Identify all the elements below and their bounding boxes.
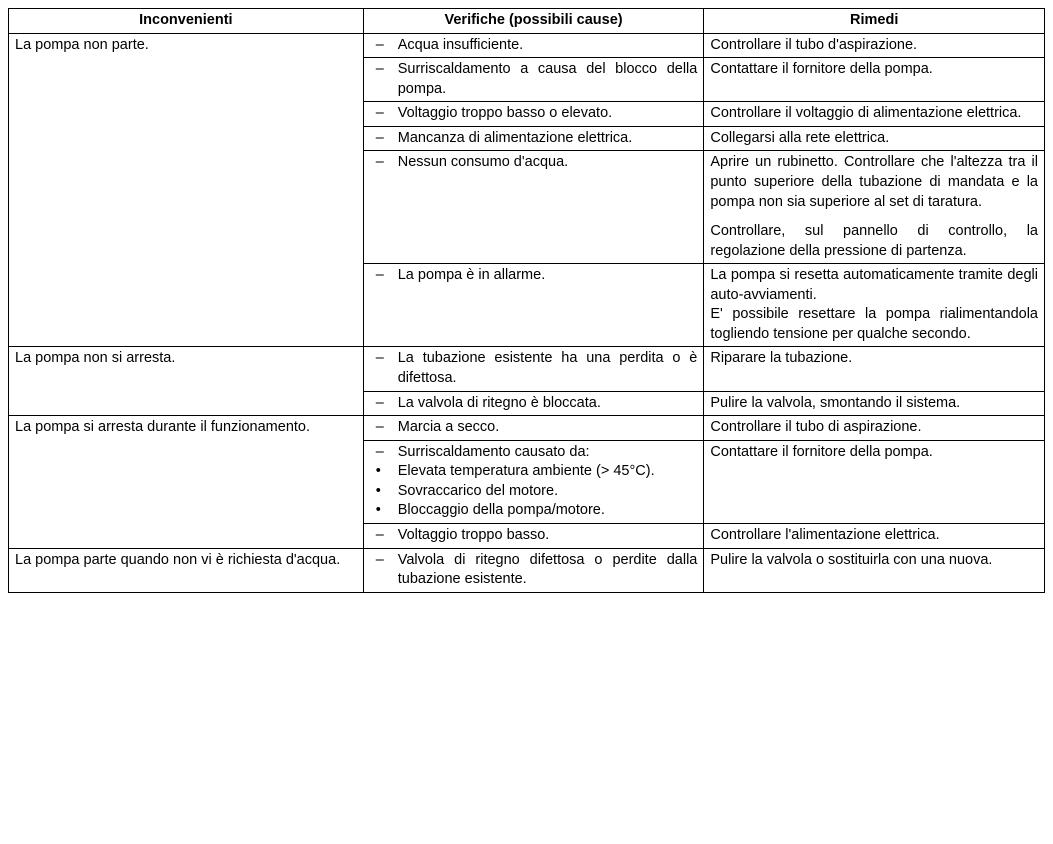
bullet-text: Elevata temperatura ambiente (> 45°C).: [398, 462, 655, 482]
remedy-cell: Aprire un rubinetto. Controllare che l'a…: [704, 151, 1045, 264]
troubleshooting-table: Inconvenienti Verifiche (possibili cause…: [8, 8, 1045, 593]
cause-cell: –Mancanza di alimentazione elettrica.: [363, 126, 704, 151]
remedy-cell: Riparare la tubazione.: [704, 347, 1045, 391]
problem-cell: La pompa si arresta durante il funzionam…: [9, 416, 364, 548]
cause-text: Voltaggio troppo basso o elevato.: [398, 104, 698, 124]
problem-text: La pompa parte quando non vi è richiesta…: [15, 552, 340, 568]
cause-cell: –Voltaggio troppo basso.: [363, 523, 704, 548]
remedy-text: Collegarsi alla rete elettrica.: [710, 130, 889, 146]
remedy-text: La pompa si resetta automaticamente tram…: [710, 266, 1038, 305]
table-row: La pompa non parte. –Acqua insufficiente…: [9, 33, 1045, 58]
dash-icon: –: [370, 60, 398, 80]
cause-text: Mancanza di alimentazione elettrica.: [398, 129, 698, 149]
cause-cell: –La valvola di ritegno è bloccata.: [363, 391, 704, 416]
remedy-text: Controllare, sul pannello di controllo, …: [710, 222, 1038, 261]
dash-icon: –: [370, 129, 398, 149]
remedy-cell: Controllare il tubo d'aspirazione.: [704, 33, 1045, 58]
cause-text: La pompa è in allarme.: [398, 266, 698, 286]
problem-cell: La pompa non parte.: [9, 33, 364, 347]
remedy-cell: Contattare il fornitore della pompa.: [704, 440, 1045, 523]
cause-cell: –Voltaggio troppo basso o elevato.: [363, 102, 704, 127]
dash-icon: –: [370, 443, 398, 463]
remedy-text: Controllare l'alimentazione elettrica.: [710, 527, 939, 543]
bullet-text: Bloccaggio della pompa/motore.: [398, 501, 605, 521]
remedy-text: Controllare il tubo d'aspirazione.: [710, 37, 917, 53]
cause-cell: –Valvola di ritegno difettosa o perdite …: [363, 548, 704, 592]
remedy-text: Contattare il fornitore della pompa.: [710, 444, 932, 460]
cause-cell: –Surriscaldamento causato da: •Elevata t…: [363, 440, 704, 523]
dash-icon: –: [370, 551, 398, 571]
problem-cell: La pompa parte quando non vi è richiesta…: [9, 548, 364, 592]
cause-cell: –Acqua insufficiente.: [363, 33, 704, 58]
remedy-text: Riparare la tubazione.: [710, 350, 852, 366]
dash-icon: –: [370, 153, 398, 173]
cause-cell: –La tubazione esistente ha una perdita o…: [363, 347, 704, 391]
remedy-text: Contattare il fornitore della pompa.: [710, 61, 932, 77]
table-row: La pompa si arresta durante il funzionam…: [9, 416, 1045, 441]
remedy-cell: Collegarsi alla rete elettrica.: [704, 126, 1045, 151]
dash-icon: –: [370, 526, 398, 546]
problem-text: La pompa non parte.: [15, 37, 149, 53]
dash-icon: –: [370, 36, 398, 56]
table-row: La pompa non si arresta. –La tubazione e…: [9, 347, 1045, 391]
dash-icon: –: [370, 418, 398, 438]
bullet-text: Sovraccarico del motore.: [398, 482, 558, 502]
cause-text: Surriscaldamento a causa del blocco dell…: [398, 60, 698, 99]
header-rimedi: Rimedi: [704, 9, 1045, 34]
remedy-text: Aprire un rubinetto. Controllare che l'a…: [710, 153, 1038, 212]
remedy-cell: Controllare il tubo di aspirazione.: [704, 416, 1045, 441]
header-inconvenienti: Inconvenienti: [9, 9, 364, 34]
table-header-row: Inconvenienti Verifiche (possibili cause…: [9, 9, 1045, 34]
remedy-cell: Controllare l'alimentazione elettrica.: [704, 523, 1045, 548]
bullet-icon: •: [376, 462, 398, 482]
remedy-text: E' possibile resettare la pompa rialimen…: [710, 305, 1038, 344]
cause-text: Marcia a secco.: [398, 418, 698, 438]
cause-cell: –La pompa è in allarme.: [363, 264, 704, 347]
remedy-cell: Pulire la valvola o sostituirla con una …: [704, 548, 1045, 592]
dash-icon: –: [370, 104, 398, 124]
remedy-text: Pulire la valvola, smontando il sistema.: [710, 395, 960, 411]
dash-icon: –: [370, 394, 398, 414]
cause-text: La tubazione esistente ha una perdita o …: [398, 349, 698, 388]
cause-text: Surriscaldamento causato da:: [398, 443, 698, 463]
remedy-cell: Pulire la valvola, smontando il sistema.: [704, 391, 1045, 416]
remedy-cell: Contattare il fornitore della pompa.: [704, 58, 1045, 102]
table-row: La pompa parte quando non vi è richiesta…: [9, 548, 1045, 592]
cause-text: La valvola di ritegno è bloccata.: [398, 394, 698, 414]
remedy-text: Pulire la valvola o sostituirla con una …: [710, 552, 992, 568]
remedy-text: Controllare il voltaggio di alimentazion…: [710, 105, 1021, 121]
dash-icon: –: [370, 349, 398, 369]
header-verifiche: Verifiche (possibili cause): [363, 9, 704, 34]
cause-text: Valvola di ritegno difettosa o perdite d…: [398, 551, 698, 590]
dash-icon: –: [370, 266, 398, 286]
remedy-text: Controllare il tubo di aspirazione.: [710, 419, 921, 435]
problem-text: La pompa non si arresta.: [15, 350, 175, 366]
cause-text: Acqua insufficiente.: [398, 36, 698, 56]
cause-text: Nessun consumo d'acqua.: [398, 153, 698, 173]
bullet-icon: •: [376, 501, 398, 521]
bullet-icon: •: [376, 482, 398, 502]
cause-cell: –Surriscaldamento a causa del blocco del…: [363, 58, 704, 102]
cause-cell: –Nessun consumo d'acqua.: [363, 151, 704, 264]
cause-cell: –Marcia a secco.: [363, 416, 704, 441]
problem-cell: La pompa non si arresta.: [9, 347, 364, 416]
remedy-cell: Controllare il voltaggio di alimentazion…: [704, 102, 1045, 127]
problem-text: La pompa si arresta durante il funzionam…: [15, 419, 310, 435]
cause-text: Voltaggio troppo basso.: [398, 526, 698, 546]
remedy-cell: La pompa si resetta automaticamente tram…: [704, 264, 1045, 347]
